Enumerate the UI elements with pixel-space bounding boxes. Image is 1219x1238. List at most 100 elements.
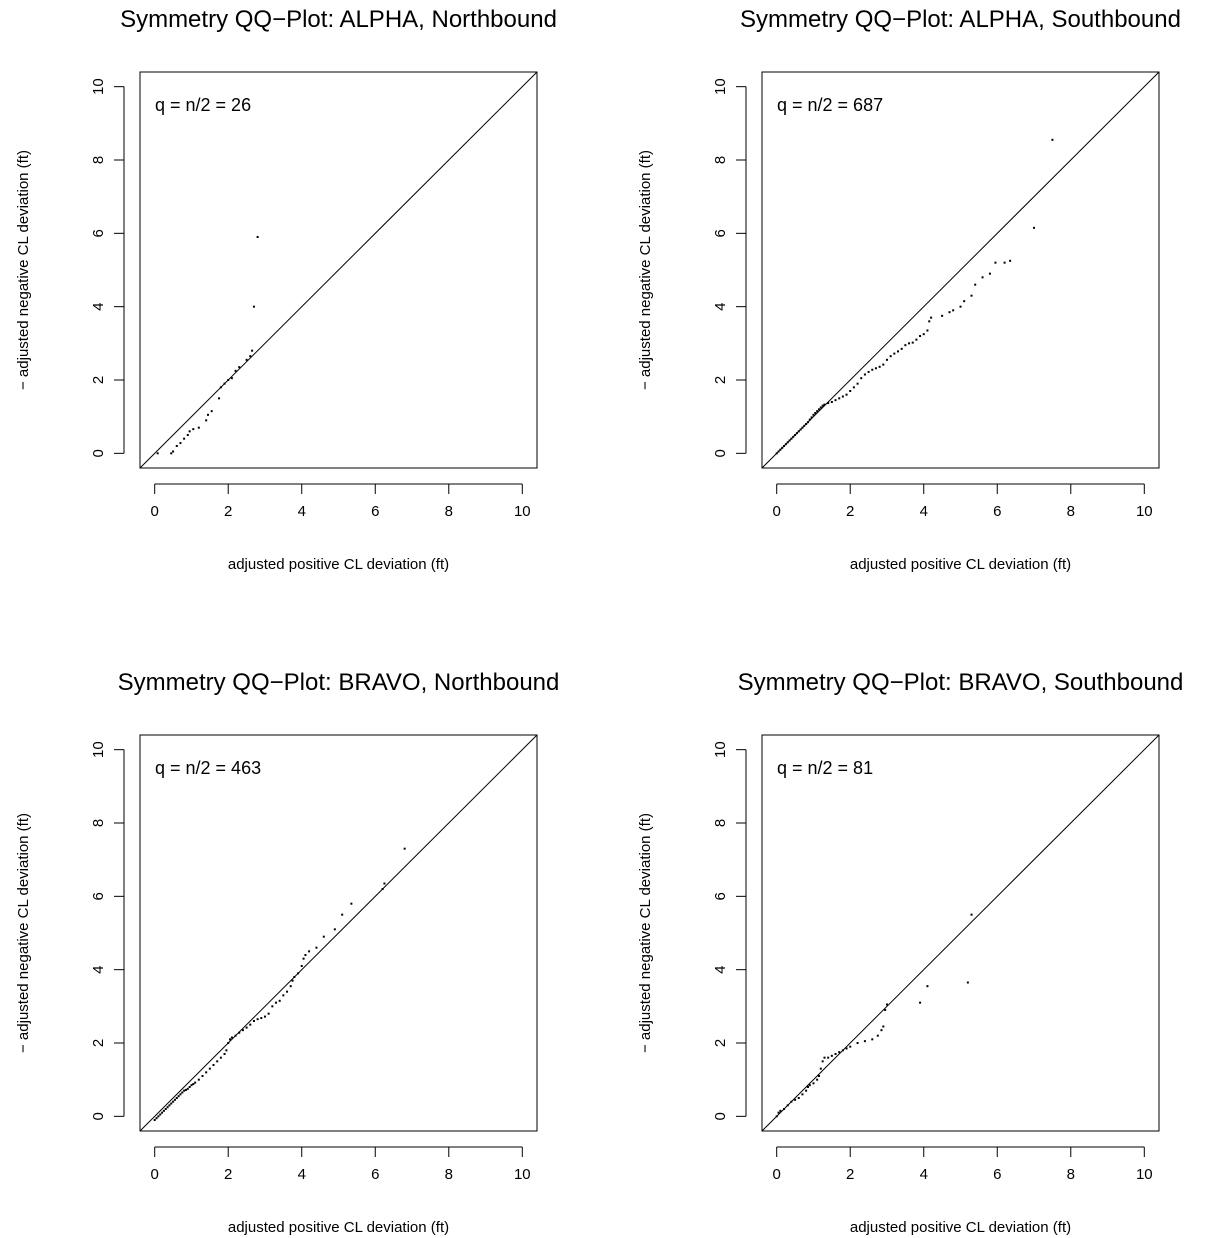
data-point: [333, 928, 336, 931]
data-point: [863, 373, 866, 376]
data-point: [777, 1111, 780, 1114]
data-point: [819, 1067, 822, 1070]
x-tick-label: 6: [993, 1166, 1001, 1183]
data-point: [830, 401, 833, 403]
data-point: [164, 1108, 167, 1110]
data-point: [322, 935, 325, 938]
data-point: [188, 1086, 191, 1088]
data-point: [282, 994, 285, 997]
data-point: [779, 1109, 782, 1112]
data-point: [928, 320, 931, 323]
data-point: [801, 1093, 804, 1096]
panel-title: Symmetry QQ−Plot: ALPHA, Northbound: [120, 6, 557, 33]
y-tick-label: 6: [712, 229, 729, 237]
data-point: [856, 382, 859, 385]
data-point: [1003, 261, 1006, 264]
data-point: [797, 1097, 800, 1099]
data-point: [162, 1109, 165, 1112]
data-point: [911, 341, 914, 344]
data-point: [777, 450, 780, 453]
data-point: [256, 236, 259, 238]
x-tick-label: 8: [1067, 1166, 1075, 1183]
data-point: [856, 1042, 859, 1044]
data-point: [830, 1054, 833, 1057]
data-point: [245, 1026, 248, 1029]
data-point: [153, 1119, 156, 1121]
data-point: [192, 428, 195, 431]
data-point: [882, 1025, 885, 1028]
data-point: [230, 377, 233, 380]
data-point: [225, 1049, 228, 1052]
data-point: [201, 1075, 204, 1077]
data-point: [183, 437, 186, 440]
data-point: [172, 1100, 175, 1103]
panel-title: Symmetry QQ−Plot: BRAVO, Northbound: [118, 669, 560, 696]
data-point: [291, 979, 294, 982]
data-point: [970, 294, 973, 297]
x-axis-label: adjusted positive CL deviation (ft): [228, 1219, 449, 1236]
data-point: [173, 1098, 176, 1101]
data-point: [179, 1093, 182, 1096]
data-point: [251, 349, 254, 352]
x-tick-label: 4: [298, 1166, 306, 1183]
data-point: [874, 367, 877, 370]
data-point: [788, 439, 791, 442]
x-tick-label: 2: [846, 503, 854, 520]
data-point: [207, 413, 210, 416]
data-point: [249, 355, 252, 358]
data-point: [197, 426, 200, 429]
data-point: [970, 913, 973, 916]
data-point: [159, 1113, 162, 1116]
data-point: [219, 1056, 222, 1059]
plot-frame: [139, 734, 538, 1132]
data-point: [904, 344, 907, 347]
x-tick-label: 0: [151, 503, 159, 520]
data-point: [849, 390, 852, 392]
data-point: [908, 342, 911, 345]
reference-line: [761, 71, 1160, 469]
data-point: [878, 365, 881, 368]
data-point: [919, 1001, 922, 1004]
plot-frame: [139, 71, 538, 469]
data-point: [216, 1060, 219, 1063]
data-point: [210, 410, 213, 413]
data-point: [981, 276, 984, 279]
data-point: [181, 1091, 184, 1094]
data-point: [286, 990, 289, 993]
x-tick-label: 2: [846, 1166, 854, 1183]
reference-line: [761, 734, 1160, 1132]
x-tick-label: 2: [224, 503, 232, 520]
data-point: [884, 1009, 887, 1011]
data-point: [808, 418, 811, 421]
sample-size-annotation: q = n/2 = 463: [155, 758, 261, 778]
data-point: [845, 1047, 848, 1050]
data-point: [792, 435, 795, 438]
data-point: [790, 1100, 793, 1103]
x-tick-label: 4: [920, 503, 928, 520]
data-point: [188, 430, 191, 433]
data-point: [806, 1086, 809, 1088]
data-point: [838, 397, 841, 400]
data-point: [966, 981, 969, 984]
data-point: [867, 370, 870, 373]
data-point: [157, 1115, 160, 1118]
data-point: [845, 393, 848, 396]
x-tick-label: 0: [773, 503, 781, 520]
data-point: [794, 434, 797, 436]
data-point: [805, 1089, 808, 1092]
x-tick-label: 4: [298, 503, 306, 520]
y-axis-label: − adjusted negative CL deviation (ft): [637, 150, 654, 390]
plot-frame: [761, 734, 1160, 1132]
data-point: [166, 1106, 169, 1109]
y-tick-label: 4: [90, 965, 107, 973]
data-point: [297, 972, 300, 975]
data-point: [841, 1049, 844, 1052]
data-point: [806, 421, 809, 424]
data-point: [871, 1038, 874, 1041]
data-point: [308, 950, 311, 953]
data-point: [779, 448, 782, 451]
data-point: [783, 445, 786, 447]
data-point: [827, 402, 830, 405]
x-tick-label: 6: [371, 1166, 379, 1183]
